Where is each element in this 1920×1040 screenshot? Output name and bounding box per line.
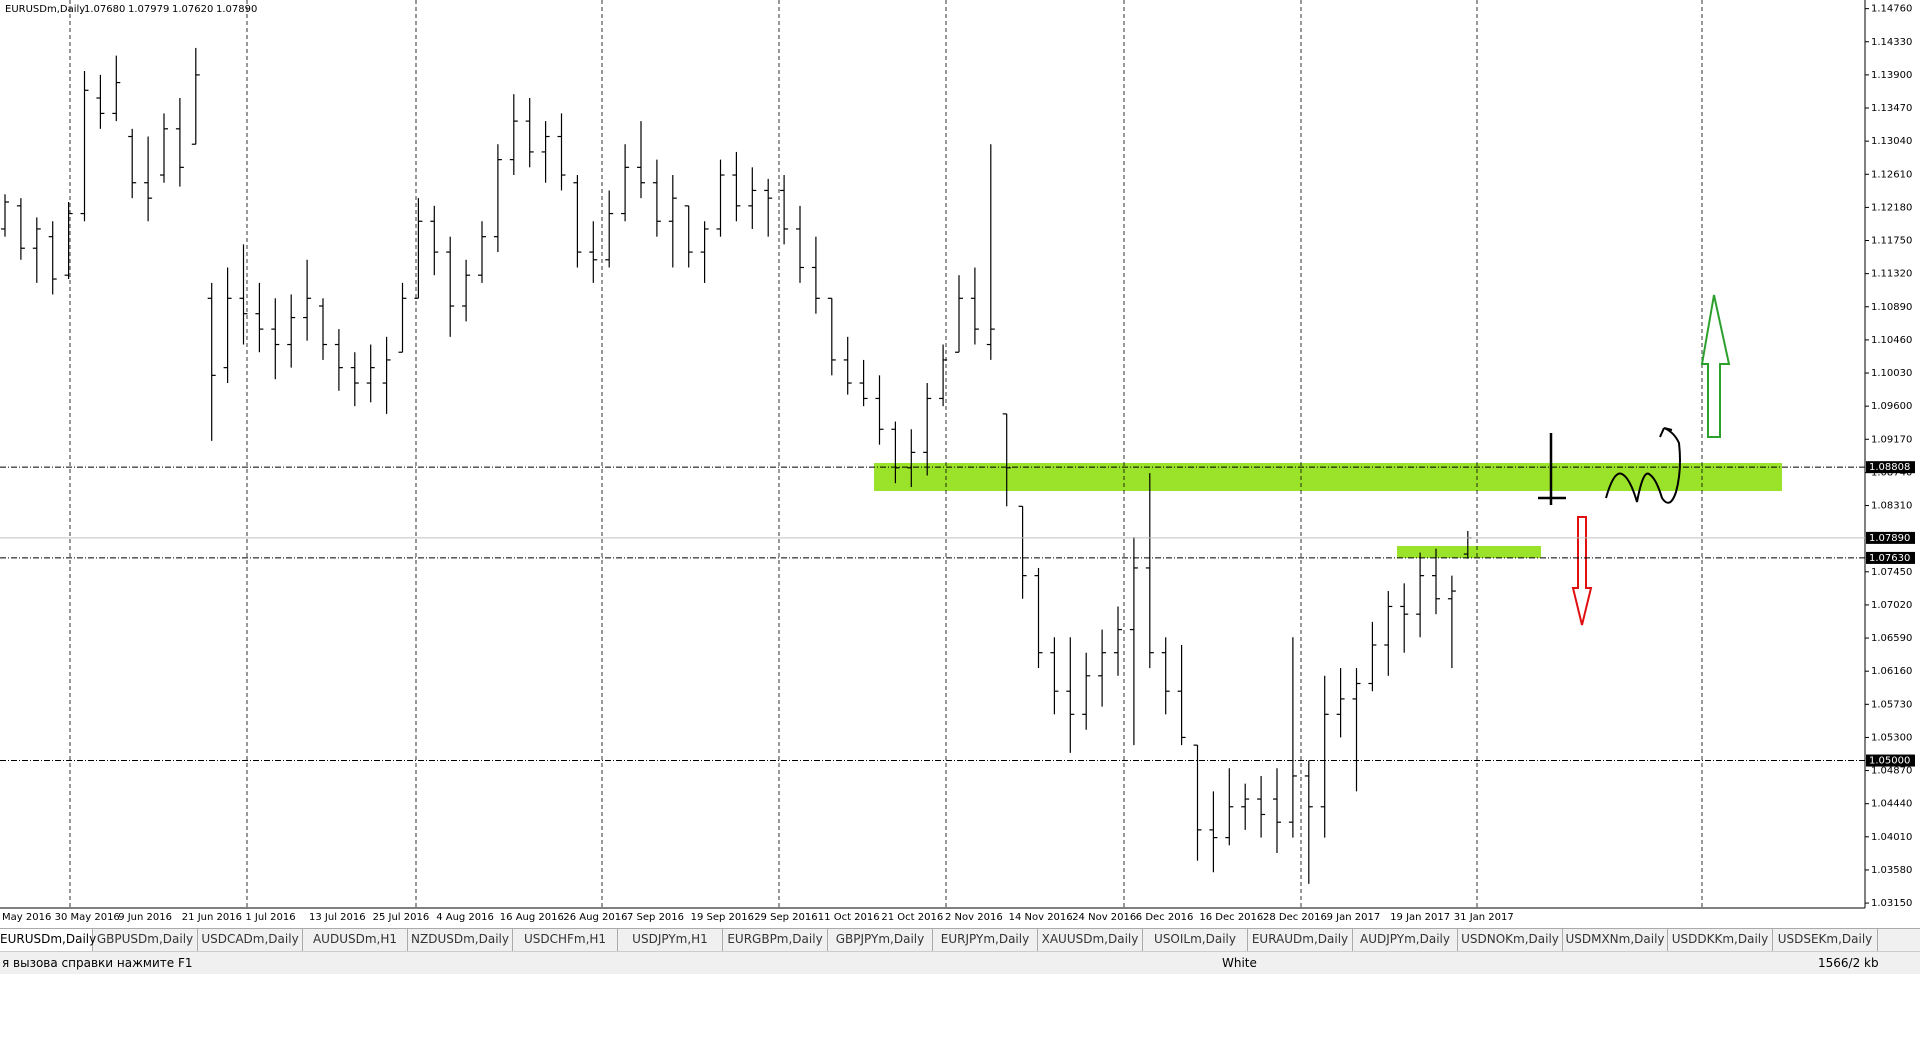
level-label: 1.07890: [1869, 533, 1910, 544]
x-tick-label: 2 Nov 2016: [945, 912, 1003, 923]
level-label: 1.07630: [1869, 553, 1910, 564]
chart-tab[interactable]: GBPJPYm,Daily: [828, 929, 933, 951]
up-arrow: [1700, 294, 1731, 438]
x-tick-label: 25 Jul 2016: [373, 912, 430, 923]
y-tick-label: 1.03150: [1871, 898, 1912, 909]
y-tick-label: 1.10460: [1871, 335, 1912, 346]
x-tick-label: May 2016: [2, 912, 51, 923]
y-tick-label: 1.09170: [1871, 434, 1912, 445]
x-tick-label: 16 Dec 2016: [1199, 912, 1263, 923]
y-tick-label: 1.04010: [1871, 832, 1912, 843]
y-tick-label: 1.05730: [1871, 699, 1912, 710]
level-label: 1.05000: [1869, 756, 1910, 767]
chart-tab[interactable]: EURJPYm,Daily: [933, 929, 1038, 951]
x-tick-label: 31 Jan 2017: [1454, 912, 1514, 923]
x-tick-label: 16 Aug 2016: [500, 912, 564, 923]
x-tick-label: 9 Jan 2017: [1327, 912, 1381, 923]
chart-tab[interactable]: GBPUSDm,Daily: [93, 929, 198, 951]
y-tick-label: 1.14330: [1871, 37, 1912, 48]
x-tick-label: 21 Jun 2016: [182, 912, 242, 923]
vertical-grid: [69, 0, 1703, 908]
y-tick-label: 1.07450: [1871, 567, 1912, 578]
x-tick-label: 14 Nov 2016: [1009, 912, 1073, 923]
chart-tabs: EURUSDm,Daily GBPUSDm,Daily USDCADm,Daily A…: [0, 928, 1920, 951]
y-tick-label: 1.04870: [1871, 766, 1912, 777]
chart-tab[interactable]: USDDKKm,Daily: [1668, 929, 1773, 951]
chart-tab[interactable]: USOILm,Daily: [1143, 929, 1248, 951]
y-tick-label: 1.08310: [1871, 501, 1912, 512]
x-tick-label: 24 Nov 2016: [1072, 912, 1136, 923]
status-bar: я вызова справки нажмите F1 White 1566/2…: [0, 951, 1920, 974]
chart-tab[interactable]: USDMXNm,Daily: [1563, 929, 1668, 951]
traffic: 1566/2 kb: [1818, 956, 1879, 970]
y-tick-label: 1.14760: [1871, 4, 1912, 15]
chart-tab[interactable]: EURAUDm,Daily: [1248, 929, 1353, 951]
y-tick-label: 1.09600: [1871, 401, 1912, 412]
x-tick-label: 19 Sep 2016: [691, 912, 754, 923]
x-tick-label: 13 Jul 2016: [309, 912, 366, 923]
small-zone: [1397, 546, 1541, 558]
x-tick-label: 6 Dec 2016: [1136, 912, 1194, 923]
y-tick-label: 1.11750: [1871, 236, 1912, 247]
x-tick-label: 30 May 2016: [55, 912, 120, 923]
y-tick-label: 1.10030: [1871, 368, 1912, 379]
level-label-bg: [1866, 754, 1915, 767]
x-tick-label: 9 Jun 2016: [118, 912, 172, 923]
chart-tab[interactable]: AUDUSDm,H1: [303, 929, 408, 951]
x-tick-label: 29 Sep 2016: [754, 912, 817, 923]
drawn-cross: [1538, 433, 1566, 505]
x-tick-label: 26 Aug 2016: [563, 912, 627, 923]
chart-title: EURUSDm,Daily: [5, 4, 85, 15]
y-tick-label: 1.11320: [1871, 269, 1912, 280]
level-label-bg: [1866, 531, 1915, 544]
y-tick-label: 1.13900: [1871, 70, 1912, 81]
x-tick-label: 19 Jan 2017: [1390, 912, 1450, 923]
x-tick-label: 28 Dec 2016: [1263, 912, 1327, 923]
x-tick-label: 21 Oct 2016: [881, 912, 943, 923]
ohlc-close: 1.07890: [216, 4, 257, 15]
chart-tab[interactable]: USDCHFm,H1: [513, 929, 618, 951]
y-tick-label: 1.13470: [1871, 103, 1912, 114]
y-tick-label: 1.03580: [1871, 865, 1912, 876]
level-label-bg: [1866, 551, 1915, 564]
x-tick-label: 1 Jul 2016: [245, 912, 295, 923]
help-text: я вызова справки нажмите F1: [2, 956, 193, 970]
y-tick-label: 1.07020: [1871, 600, 1912, 611]
y-tick-label: 1.13040: [1871, 136, 1912, 147]
chart-tab[interactable]: EURGBPm,Daily: [723, 929, 828, 951]
y-tick-label: 1.05300: [1871, 732, 1912, 743]
ohlc-low: 1.07620: [172, 4, 213, 15]
x-tick-label: 7 Sep 2016: [627, 912, 684, 923]
y-tick-label: 1.06160: [1871, 666, 1912, 677]
chart-tab[interactable]: USDCADm,Daily: [198, 929, 303, 951]
price-bars: [1, 47, 1472, 884]
profile: White: [1222, 956, 1257, 970]
y-tick-label: 1.06590: [1871, 633, 1912, 644]
y-tick-label: 1.10890: [1871, 302, 1912, 313]
level-label: 1.08808: [1869, 462, 1910, 473]
chart-tab[interactable]: AUDJPYm,Daily: [1353, 929, 1458, 951]
ohlc-open: 1.07680: [84, 4, 125, 15]
chart-tab[interactable]: USDNOKm,Daily: [1458, 929, 1563, 951]
chart-tab[interactable]: EURUSDm,Daily: [0, 929, 96, 951]
chart-tab[interactable]: USDSEKm,Daily: [1773, 929, 1878, 951]
drawn-squiggle: [1605, 427, 1681, 504]
y-tick-label: 1.12610: [1871, 169, 1912, 180]
chart: EURUSDm,Daily 1.07680 1.07979 1.07620 1.…: [0, 0, 1915, 923]
chart-tab[interactable]: NZDUSDm,Daily: [408, 929, 513, 951]
chart-tab[interactable]: XAUUSDm,Daily: [1038, 929, 1143, 951]
down-arrow: [1571, 516, 1593, 626]
chart-tab[interactable]: USDJPYm,H1: [618, 929, 723, 951]
y-tick-label: 1.04440: [1871, 799, 1912, 810]
ohlc-high: 1.07979: [128, 4, 169, 15]
y-tick-label: 1.12180: [1871, 202, 1912, 213]
x-tick-label: 11 Oct 2016: [818, 912, 880, 923]
x-tick-label: 4 Aug 2016: [436, 912, 494, 923]
level-label-bg: [1866, 461, 1915, 474]
